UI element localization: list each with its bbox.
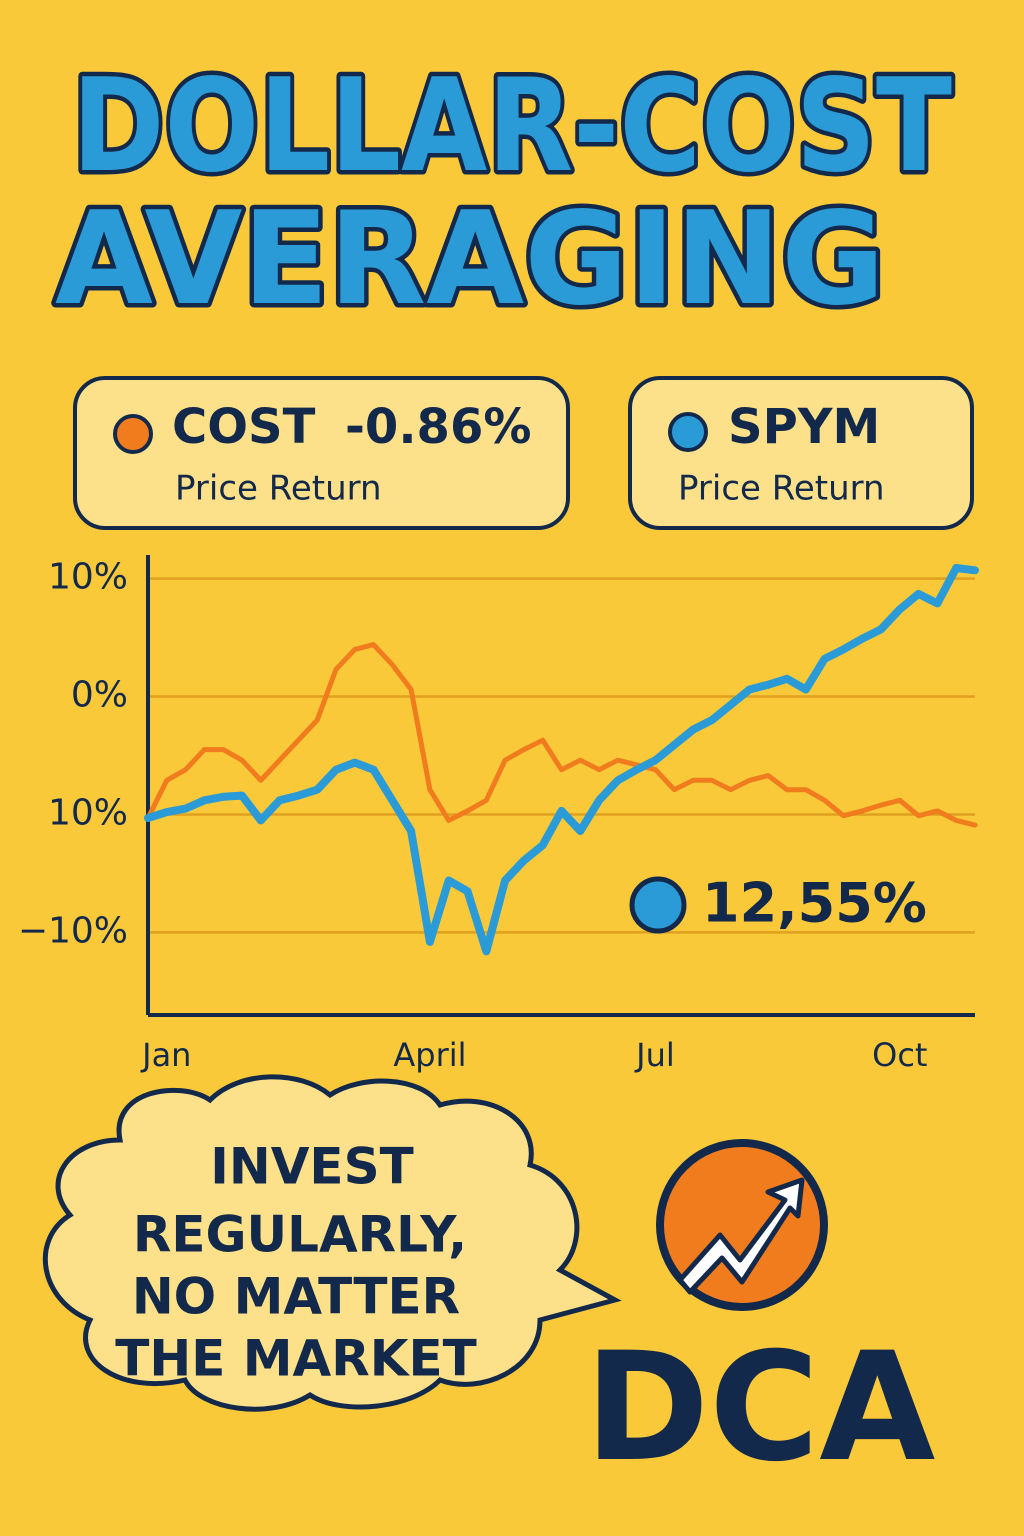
legend-marker (668, 412, 708, 452)
annotation-marker (629, 876, 687, 934)
y-tick-label: −10% (18, 910, 128, 951)
legend-sublabel: Price Return (678, 469, 885, 509)
logo-arrow (677, 1177, 805, 1295)
legend-marker (113, 414, 153, 454)
y-tick-label: 10% (48, 557, 128, 598)
y-tick-label: 0% (71, 675, 128, 716)
x-tick-label: Jan (140, 1036, 191, 1074)
plot: 10% 0% 10% −10% Jan April Jul Oct 12,55% (18, 555, 979, 1074)
callout-line: NO MATTER (132, 1268, 460, 1326)
legend-box (73, 376, 570, 530)
title-line: DOLLAR-COST (72, 52, 952, 201)
x-tick-label: April (393, 1036, 466, 1074)
x-tick-label: Jul (634, 1036, 675, 1074)
callout-line: REGULARLY, (133, 1206, 467, 1264)
callout-line: INVEST (210, 1138, 413, 1196)
series-line (145, 642, 978, 828)
legend-return: -0.86% (345, 399, 531, 455)
speech-bubble (42, 1074, 622, 1412)
y-tick-label: 10% (48, 792, 128, 833)
annotation: 12,55% (702, 872, 927, 935)
title-line: AVERAGING (55, 185, 885, 334)
callout-line: THE MARKET (115, 1330, 476, 1388)
logo-text: DCA (585, 1321, 936, 1495)
series-line (144, 564, 979, 956)
legend-label: COST (172, 399, 316, 455)
x-tick-label: Oct (872, 1036, 927, 1074)
legend-sublabel: Price Return (175, 469, 382, 509)
legend-box (628, 376, 974, 530)
legend-label: SPYM (728, 399, 880, 455)
